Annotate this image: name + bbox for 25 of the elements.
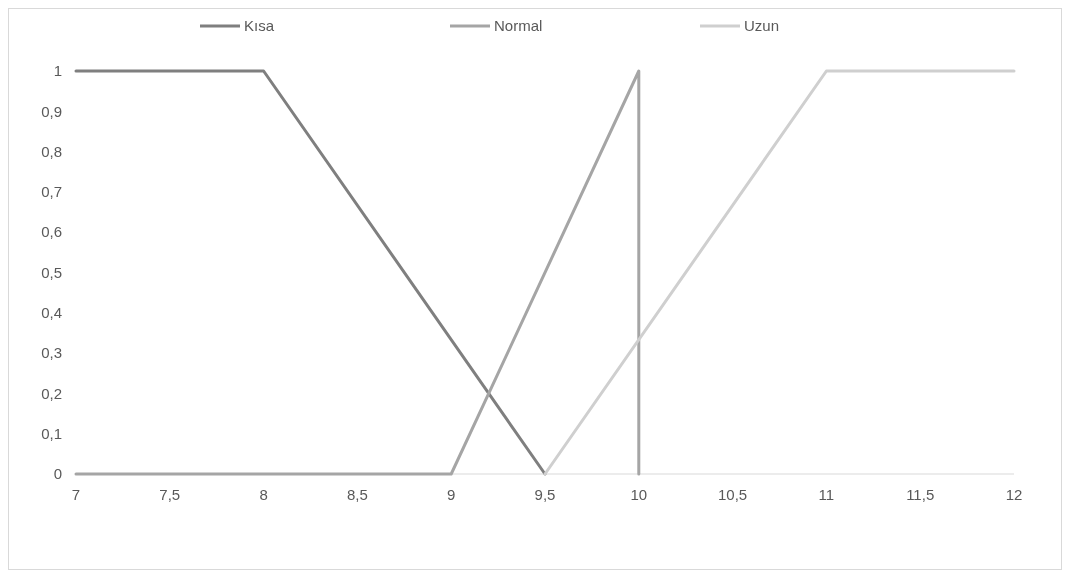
x-tick-label: 10,5 [718, 486, 748, 503]
legend-label: Kısa [244, 17, 275, 35]
x-tick-label: 10 [630, 486, 648, 503]
x-tick-label: 12 [1005, 486, 1023, 503]
y-tick-label: 1 [53, 62, 62, 80]
y-tick-label: 0,6 [41, 223, 62, 241]
x-tick-label: 8 [259, 486, 268, 503]
x-tick-label: 8,5 [346, 486, 368, 503]
legend-label: Normal [494, 17, 543, 35]
x-tick-label: 7,5 [159, 486, 181, 503]
y-tick-label: 0,1 [41, 424, 62, 442]
x-tick-label: 9,5 [534, 486, 556, 503]
x-tick-label: 11 [818, 486, 835, 503]
y-tick-label: 0,3 [41, 344, 62, 362]
y-tick-label: 0,5 [41, 263, 62, 281]
y-tick-label: 0,8 [41, 142, 62, 160]
y-tick-label: 0 [53, 465, 62, 483]
y-tick-label: 0,7 [41, 183, 62, 201]
x-tick-label: 9 [447, 486, 456, 503]
y-tick-label: 0,2 [41, 384, 62, 402]
y-tick-label: 0,9 [41, 102, 62, 120]
x-tick-label: 11,5 [906, 486, 935, 503]
y-tick-label: 0,4 [41, 304, 62, 322]
x-tick-label: 7 [71, 486, 81, 503]
legend-label: Uzun [744, 17, 780, 35]
